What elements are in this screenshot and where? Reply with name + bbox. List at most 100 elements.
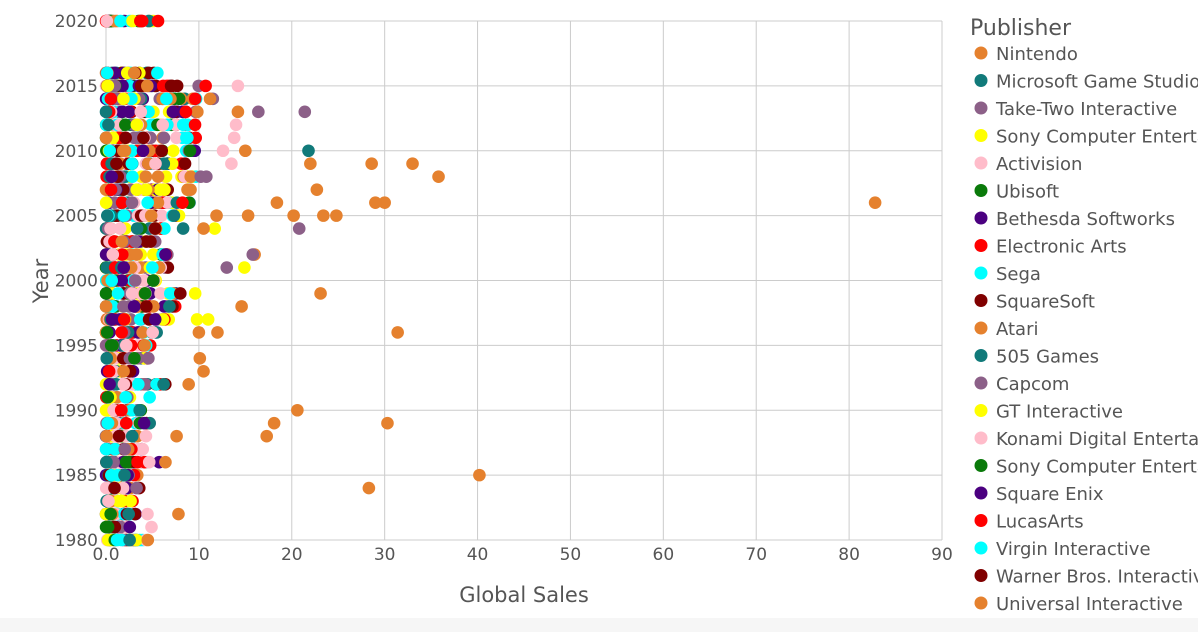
data-point: [183, 144, 197, 158]
data-point: [176, 222, 190, 235]
data-point: [159, 248, 172, 261]
data-point: [102, 118, 115, 132]
legend-swatch: [974, 156, 988, 170]
legend-swatch: [974, 294, 988, 307]
legend-title: Publisher: [970, 16, 1072, 41]
legend-item[interactable]: 505 Games: [974, 347, 1100, 368]
data-point: [141, 507, 154, 521]
data-point: [119, 339, 133, 352]
data-point: [106, 248, 120, 261]
legend-item[interactable]: LucasArts: [974, 512, 1084, 533]
legend-item[interactable]: Konami Digital Entertainment: [974, 429, 1198, 450]
data-point: [174, 287, 187, 300]
data-point: [229, 118, 243, 132]
legend-item[interactable]: SquareSoft: [974, 292, 1095, 313]
data-point: [103, 378, 116, 391]
data-point: [117, 92, 130, 106]
legend-swatch: [974, 514, 988, 527]
legend-item[interactable]: Sony Computer Entertainment: [974, 127, 1198, 148]
data-point: [378, 196, 391, 209]
data-point: [118, 468, 131, 482]
data-point: [114, 14, 127, 28]
legend-item[interactable]: Capcom: [974, 374, 1070, 395]
data-point: [122, 507, 135, 521]
data-point: [188, 287, 202, 300]
legend-item[interactable]: Universal Interactive: [974, 594, 1183, 615]
data-point: [156, 118, 170, 132]
legend-item[interactable]: Atari: [974, 319, 1039, 340]
dense-point-cluster: [99, 14, 212, 547]
legend-item[interactable]: Bethesda Softworks: [974, 209, 1175, 230]
legend-label: Warner Bros. Interactive Entertainment: [996, 567, 1198, 588]
data-point: [134, 105, 148, 119]
data-point: [137, 131, 150, 145]
data-point: [105, 468, 118, 482]
data-point: [104, 183, 118, 196]
data-point: [432, 170, 445, 183]
data-point: [310, 183, 324, 196]
data-point: [139, 170, 153, 183]
data-point: [144, 209, 158, 222]
data-point: [115, 326, 128, 339]
data-point: [208, 222, 221, 235]
data-point: [115, 196, 129, 209]
legend-item[interactable]: Take-Two Interactive: [974, 99, 1178, 120]
legend-item[interactable]: GT Interactive: [974, 402, 1123, 423]
data-point: [126, 170, 139, 183]
legend-label: Bethesda Softworks: [996, 209, 1175, 230]
data-point: [260, 429, 273, 443]
y-tick-label: 2005: [55, 207, 98, 227]
data-point: [101, 416, 115, 430]
legend-item[interactable]: Nintendo: [974, 44, 1078, 65]
data-point: [317, 209, 330, 222]
legend-item[interactable]: Activision: [974, 154, 1083, 175]
legend-item[interactable]: Electronic Arts: [974, 237, 1127, 258]
y-tick-label: 2020: [55, 12, 98, 32]
legend-item[interactable]: Sega: [974, 264, 1041, 285]
data-point: [100, 326, 114, 339]
legend-item[interactable]: Microsoft Game Studios: [974, 72, 1198, 93]
legend-item[interactable]: Ubisoft: [974, 182, 1060, 203]
legend-swatch: [974, 596, 988, 610]
legend-swatch: [974, 211, 988, 225]
data-point: [125, 429, 139, 443]
legend-item[interactable]: Square Enix: [974, 484, 1104, 505]
data-point: [130, 183, 144, 196]
legend-item[interactable]: Virgin Interactive: [974, 539, 1151, 560]
data-point: [99, 196, 113, 209]
data-point: [100, 14, 114, 28]
data-point: [176, 196, 189, 209]
legend-swatch: [974, 184, 988, 197]
data-point: [146, 261, 159, 274]
legend-label: 505 Games: [996, 347, 1099, 368]
legend-swatch: [974, 46, 988, 60]
x-axis-title: Global Sales: [459, 583, 589, 607]
data-point: [108, 442, 122, 456]
legend-item[interactable]: Sony Computer Entertainment Europe: [974, 457, 1198, 478]
y-gridlines: [106, 20, 942, 541]
data-point: [117, 261, 131, 274]
legend[interactable]: Nintendo Microsoft Game Studios Take-Two I…: [974, 44, 1198, 615]
y-tick-label: 2010: [55, 142, 98, 162]
legend-item[interactable]: Warner Bros. Interactive Entertainment: [974, 567, 1198, 588]
y-tick-label: 1980: [55, 531, 98, 551]
data-point: [105, 313, 119, 326]
data-point: [102, 365, 116, 378]
data-point: [132, 378, 145, 391]
legend-swatch: [974, 74, 988, 87]
data-point: [166, 105, 180, 119]
data-point: [119, 390, 132, 404]
data-point: [100, 352, 114, 365]
legend-swatch: [974, 431, 988, 445]
data-point: [164, 79, 178, 93]
data-point: [148, 222, 162, 235]
legend-label: SquareSoft: [996, 292, 1095, 313]
data-point: [136, 144, 150, 158]
data-point: [148, 313, 162, 326]
x-tick-label: 50: [560, 545, 582, 565]
data-point: [139, 429, 153, 443]
data-point: [155, 209, 168, 222]
data-point: [105, 170, 118, 183]
x-tick-label: 10: [188, 545, 210, 565]
data-point: [100, 455, 113, 469]
